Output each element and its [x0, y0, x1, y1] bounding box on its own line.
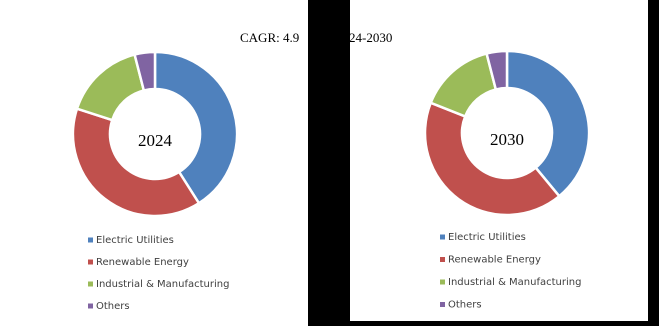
legend-marker: [88, 303, 93, 309]
legend-marker: [440, 234, 445, 240]
legend-marker: [88, 259, 93, 265]
legend-marker: [440, 257, 445, 262]
occlusion: [308, 0, 350, 326]
legend-label: Renewable Energy: [96, 257, 189, 268]
legend-label: Industrial & Manufacturing: [96, 279, 229, 290]
donut-slice: [153, 50, 239, 205]
center-label: 2030: [490, 130, 524, 149]
legend-label: Electric Utilities: [448, 232, 526, 243]
legend-label: Others: [448, 300, 482, 311]
donut-slice: [485, 49, 509, 91]
legend-marker: [440, 302, 445, 307]
chart-title: CAGR: 4.9: [240, 30, 299, 45]
legend-label: Others: [96, 301, 130, 312]
donut-slice: [505, 49, 591, 198]
legend-label: Electric Utilities: [96, 235, 174, 246]
center-label: 2024: [138, 131, 173, 150]
donut-slice: [423, 101, 562, 217]
legend-marker: [440, 279, 445, 285]
donut-slice: [71, 107, 201, 218]
chart-title: 24-2030: [349, 30, 392, 45]
donut-slice: [133, 50, 157, 92]
legend-marker: [88, 281, 93, 287]
occlusion: [308, 321, 659, 326]
legend-label: Industrial & Manufacturing: [448, 277, 581, 288]
legend-marker: [88, 237, 93, 243]
occlusion: [648, 0, 659, 326]
legend-label: Renewable Energy: [448, 255, 541, 266]
